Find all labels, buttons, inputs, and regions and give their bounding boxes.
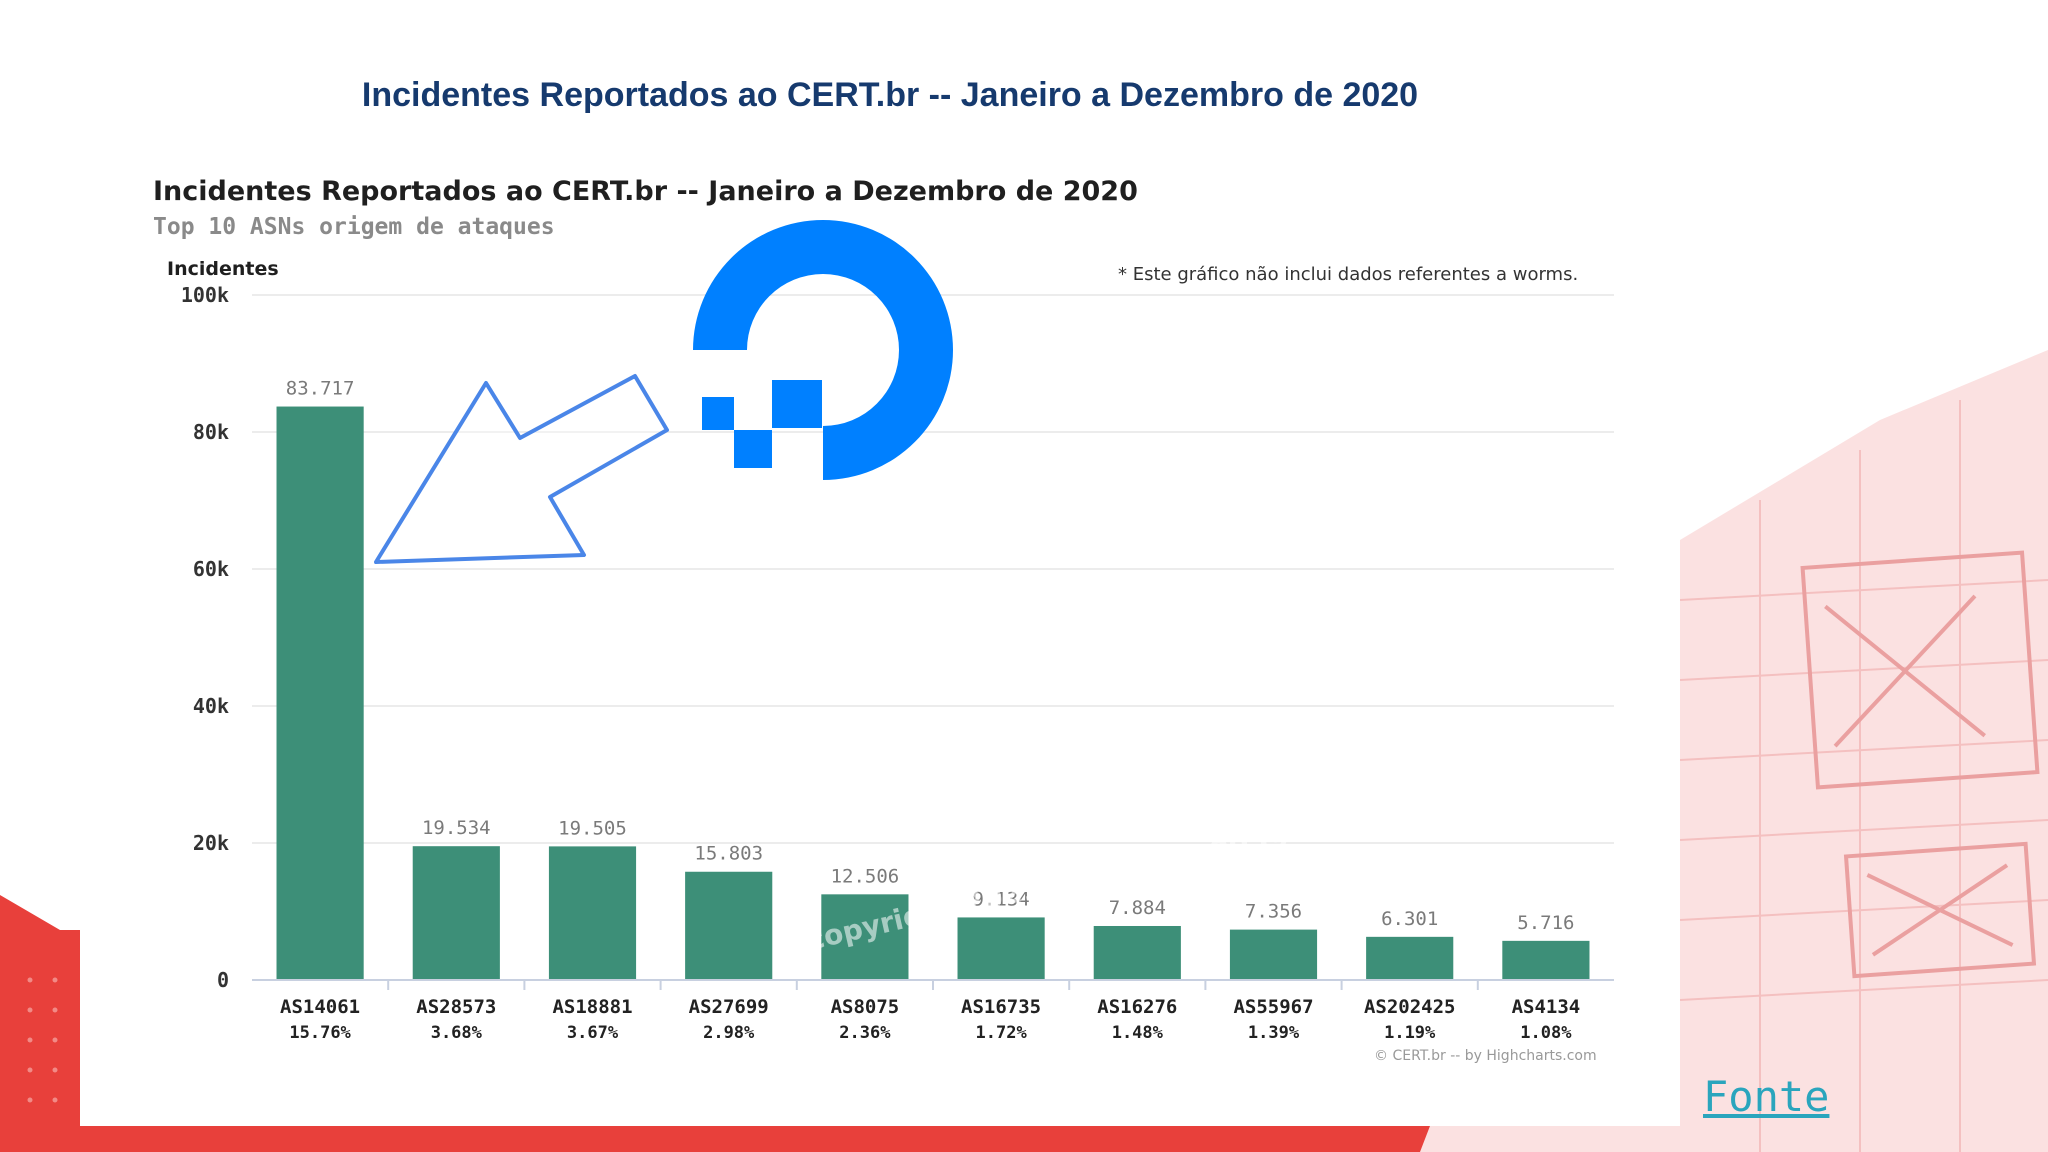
y-tick-label: 100k [181, 283, 229, 307]
x-tick-label: AS28573 [416, 996, 496, 1018]
bar [1229, 929, 1318, 980]
data-label: 15.803 [694, 843, 763, 865]
chart-subtitle: Top 10 ASNs origem de ataques [153, 214, 555, 240]
x-tick-label: AS202425 [1364, 996, 1456, 1018]
data-label: 5.716 [1517, 912, 1574, 934]
data-label: 83.717 [286, 378, 355, 400]
chart-note: * Este gráfico não inclui dados referent… [1118, 264, 1579, 285]
chart-title: Incidentes Reportados ao CERT.br -- Jane… [153, 176, 1138, 207]
x-tick-percentage: 1.48% [1112, 1023, 1164, 1043]
x-tick-percentage: 1.08% [1520, 1023, 1572, 1043]
x-tick-label: AS16735 [961, 996, 1041, 1018]
y-tick-label: 40k [193, 694, 229, 718]
y-axis-label: Incidentes [167, 258, 279, 280]
x-tick-label: AS27699 [689, 996, 769, 1018]
bar [1502, 940, 1590, 980]
y-tick-label: 80k [193, 420, 229, 444]
x-tick-label: AS14061 [280, 996, 360, 1018]
data-label: 19.505 [558, 817, 627, 839]
data-label: 19.534 [422, 817, 491, 839]
x-tick-percentage: 1.19% [1384, 1023, 1436, 1043]
bar [821, 894, 909, 980]
x-tick-label: AS16276 [1097, 996, 1177, 1018]
data-label: 12.506 [831, 865, 900, 887]
bar [1366, 936, 1454, 980]
arrow-pointing-icon [374, 374, 669, 564]
data-label: 7.356 [1245, 901, 1302, 923]
data-label: 9.134 [972, 888, 1029, 910]
data-label: 6.301 [1381, 908, 1438, 930]
x-tick-percentage: 2.98% [703, 1023, 755, 1043]
bar [276, 406, 364, 980]
slide-title: Incidentes Reportados ao CERT.br -- Jane… [361, 76, 1419, 114]
x-tick-percentage: 1.72% [976, 1023, 1028, 1043]
y-tick-label: 60k [193, 557, 229, 581]
x-tick-percentage: 2.36% [839, 1023, 891, 1043]
y-tick-label: 20k [193, 831, 229, 855]
watermark: copyright 2021 - GDG Foz do Iguacu [804, 797, 1364, 957]
x-tick-label: AS8075 [831, 996, 900, 1018]
bar [548, 846, 637, 980]
data-label: 7.884 [1109, 897, 1166, 919]
y-tick-label: 0 [217, 968, 229, 992]
x-tick-percentage: 1.39% [1248, 1023, 1300, 1043]
x-tick-percentage: 15.76% [289, 1023, 351, 1043]
digitalocean-logo-icon [693, 220, 953, 480]
bar [412, 846, 500, 980]
bar [957, 917, 1045, 980]
x-tick-percentage: 3.67% [567, 1023, 619, 1043]
x-tick-label: AS55967 [1233, 996, 1313, 1018]
bar [1093, 925, 1181, 980]
fonte-link[interactable]: Fonte [1703, 1072, 1830, 1121]
x-tick-label: AS18881 [552, 996, 632, 1018]
bar [685, 871, 773, 980]
x-tick-label: AS4134 [1512, 996, 1581, 1018]
x-tick-percentage: 3.68% [431, 1023, 483, 1043]
chart-credits: © CERT.br -- by Highcharts.com [1374, 1048, 1597, 1064]
